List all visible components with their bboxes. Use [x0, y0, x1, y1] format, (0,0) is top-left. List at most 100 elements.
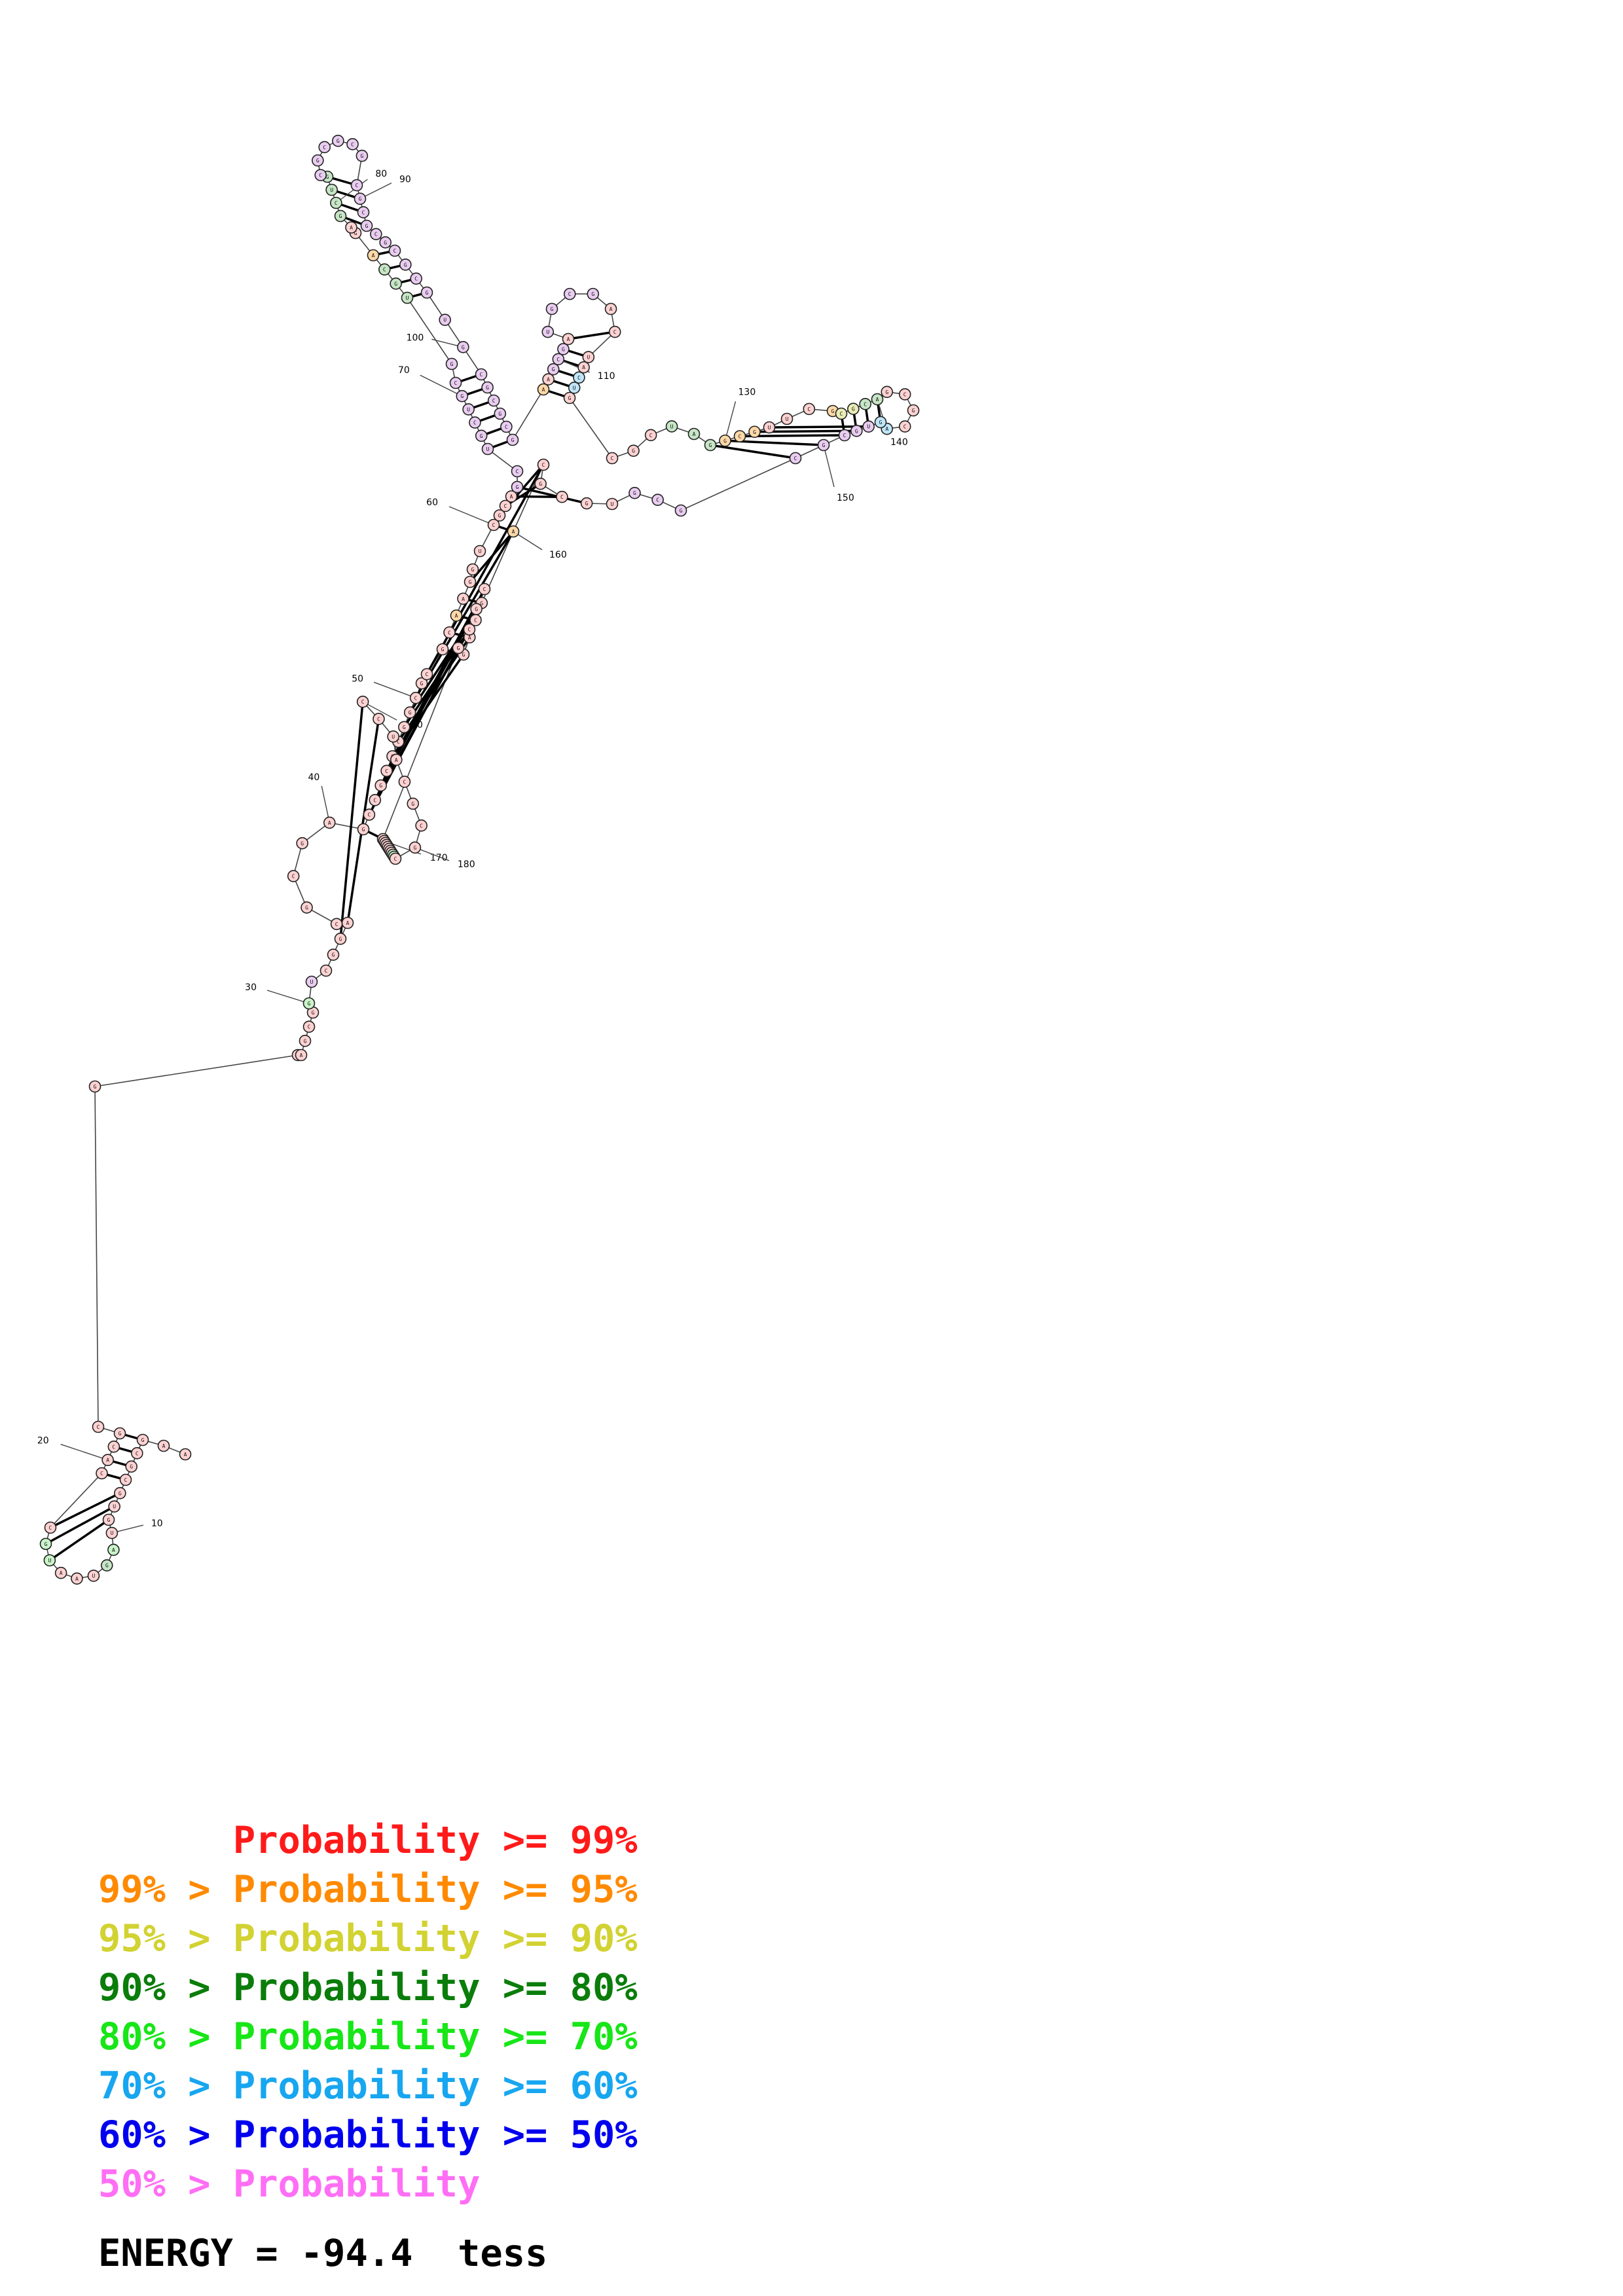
nucleotide-letter: U: [92, 1573, 96, 1579]
nucleotide-letter: G: [457, 645, 460, 651]
nucleotide-letter: G: [855, 428, 858, 434]
nucleotide-circle: [71, 1572, 83, 1585]
nucleotide-letter: C: [374, 232, 378, 238]
nucleotide-letter: C: [903, 424, 907, 430]
position-label: 100: [407, 332, 424, 343]
nucleotide: G: [445, 357, 458, 370]
nucleotide-circle: [356, 149, 369, 162]
nucleotide: G: [545, 302, 558, 315]
nucleotide-circle: [445, 357, 458, 370]
nucleotide-circle: [323, 816, 336, 829]
nucleotide-letter: G: [462, 652, 465, 658]
position-tick: [448, 506, 494, 526]
nucleotide: C: [380, 764, 393, 778]
nucleotide: U: [87, 1570, 100, 1582]
nucleotide-circle: [835, 407, 848, 420]
nucleotide-circle: [302, 997, 316, 1010]
nucleotide-letter: G: [105, 1563, 109, 1569]
position-label: 110: [598, 371, 615, 382]
nucleotide-circle: [415, 819, 428, 832]
nucleotide: G: [907, 404, 920, 417]
nucleotide: G: [415, 677, 428, 690]
nucleotide: A: [295, 1049, 308, 1062]
nucleotide-letter: C: [136, 1450, 139, 1456]
nucleotide: U: [462, 403, 475, 416]
nucleotide-circle: [330, 918, 343, 931]
nucleotide-circle: [107, 1441, 120, 1453]
nucleotide: C: [302, 1020, 316, 1033]
nucleotide-letter: A: [346, 920, 350, 926]
nucleotide: C: [287, 870, 300, 882]
nucleotide-circle: [469, 416, 481, 429]
nucleotide-circle: [332, 134, 344, 147]
legend-row: 70% > Probability >= 60%: [98, 2064, 638, 2108]
base-pair-bond: [45, 1505, 115, 1545]
nucleotide-circle: [409, 841, 422, 854]
nucleotide-circle: [466, 563, 479, 576]
nucleotide: U: [665, 420, 678, 433]
position-tick: [724, 401, 737, 441]
nucleotide-letter: G: [359, 196, 362, 202]
structure-name: tess: [458, 2232, 548, 2275]
nucleotide-letter: U: [467, 406, 470, 412]
nucleotide-letter: A: [395, 757, 398, 763]
nucleotide: A: [450, 609, 463, 622]
nucleotide: U: [108, 1500, 120, 1513]
nucleotide-circle: [379, 236, 392, 249]
position-label: 130: [739, 387, 756, 397]
nucleotide: G: [847, 403, 860, 415]
nucleotide-letter: C: [394, 856, 397, 862]
nucleotide-letter: U: [310, 979, 314, 985]
nucleotide-letter: G: [403, 725, 406, 730]
nucleotide-letter: C: [362, 209, 365, 215]
nucleotide-letter: C: [385, 768, 388, 774]
nucleotide: C: [388, 244, 401, 257]
nucleotide-circle: [541, 325, 555, 338]
nucleotide-circle: [493, 509, 506, 522]
nucleotide-letter: C: [843, 433, 847, 439]
position-tick: [362, 701, 397, 721]
nucleotide-letter: A: [462, 596, 465, 602]
nucleotide-letter: G: [568, 395, 572, 401]
nucleotide-circle: [334, 209, 347, 223]
nucleotide: A: [323, 816, 336, 829]
nucleotide-circle: [862, 420, 875, 433]
nucleotide-letter: G: [362, 827, 365, 833]
nucleotide-circle: [456, 389, 469, 403]
nucleotide-letter: C: [403, 779, 406, 785]
position-label: 30: [245, 982, 257, 993]
nucleotide-circle: [179, 1448, 192, 1461]
nucleotide-letter: G: [885, 389, 888, 395]
nucleotide: C: [92, 1420, 105, 1433]
nucleotide-letter: G: [709, 442, 712, 448]
nucleotide-letter: G: [471, 567, 475, 573]
nucleotide: U: [43, 1554, 56, 1567]
nucleotide-circle: [136, 1433, 149, 1446]
nucleotide-letter: C: [377, 716, 380, 722]
nucleotide-circle: [557, 343, 570, 355]
nucleotide: G: [452, 641, 465, 655]
nucleotide-circle: [568, 382, 581, 394]
nucleotide-letter: G: [379, 783, 382, 789]
nucleotide-letter: U: [670, 423, 674, 429]
nucleotide-letter: A: [876, 397, 879, 403]
nucleotide-letter: U: [330, 187, 333, 193]
nucleotide-letter: A: [455, 613, 458, 619]
nucleotide-circle: [462, 403, 475, 416]
nucleotide-circle: [39, 1537, 52, 1551]
nucleotide-circle: [898, 388, 911, 401]
position-label: 160: [549, 550, 567, 560]
position-label: 70: [398, 365, 410, 376]
nucleotide-circle: [505, 490, 518, 503]
nucleotide-letter: G: [680, 508, 683, 514]
nucleotide-circle: [443, 626, 456, 639]
nucleotide-circle: [507, 525, 520, 538]
nucleotide: A: [577, 361, 590, 374]
nucleotide: U: [387, 730, 399, 743]
nucleotide: G: [629, 486, 641, 499]
nucleotide-circle: [537, 383, 550, 396]
nucleotide: C: [44, 1521, 57, 1534]
nucleotide: C: [478, 583, 491, 596]
nucleotide-letter: A: [328, 820, 331, 826]
nucleotide: G: [464, 575, 477, 588]
